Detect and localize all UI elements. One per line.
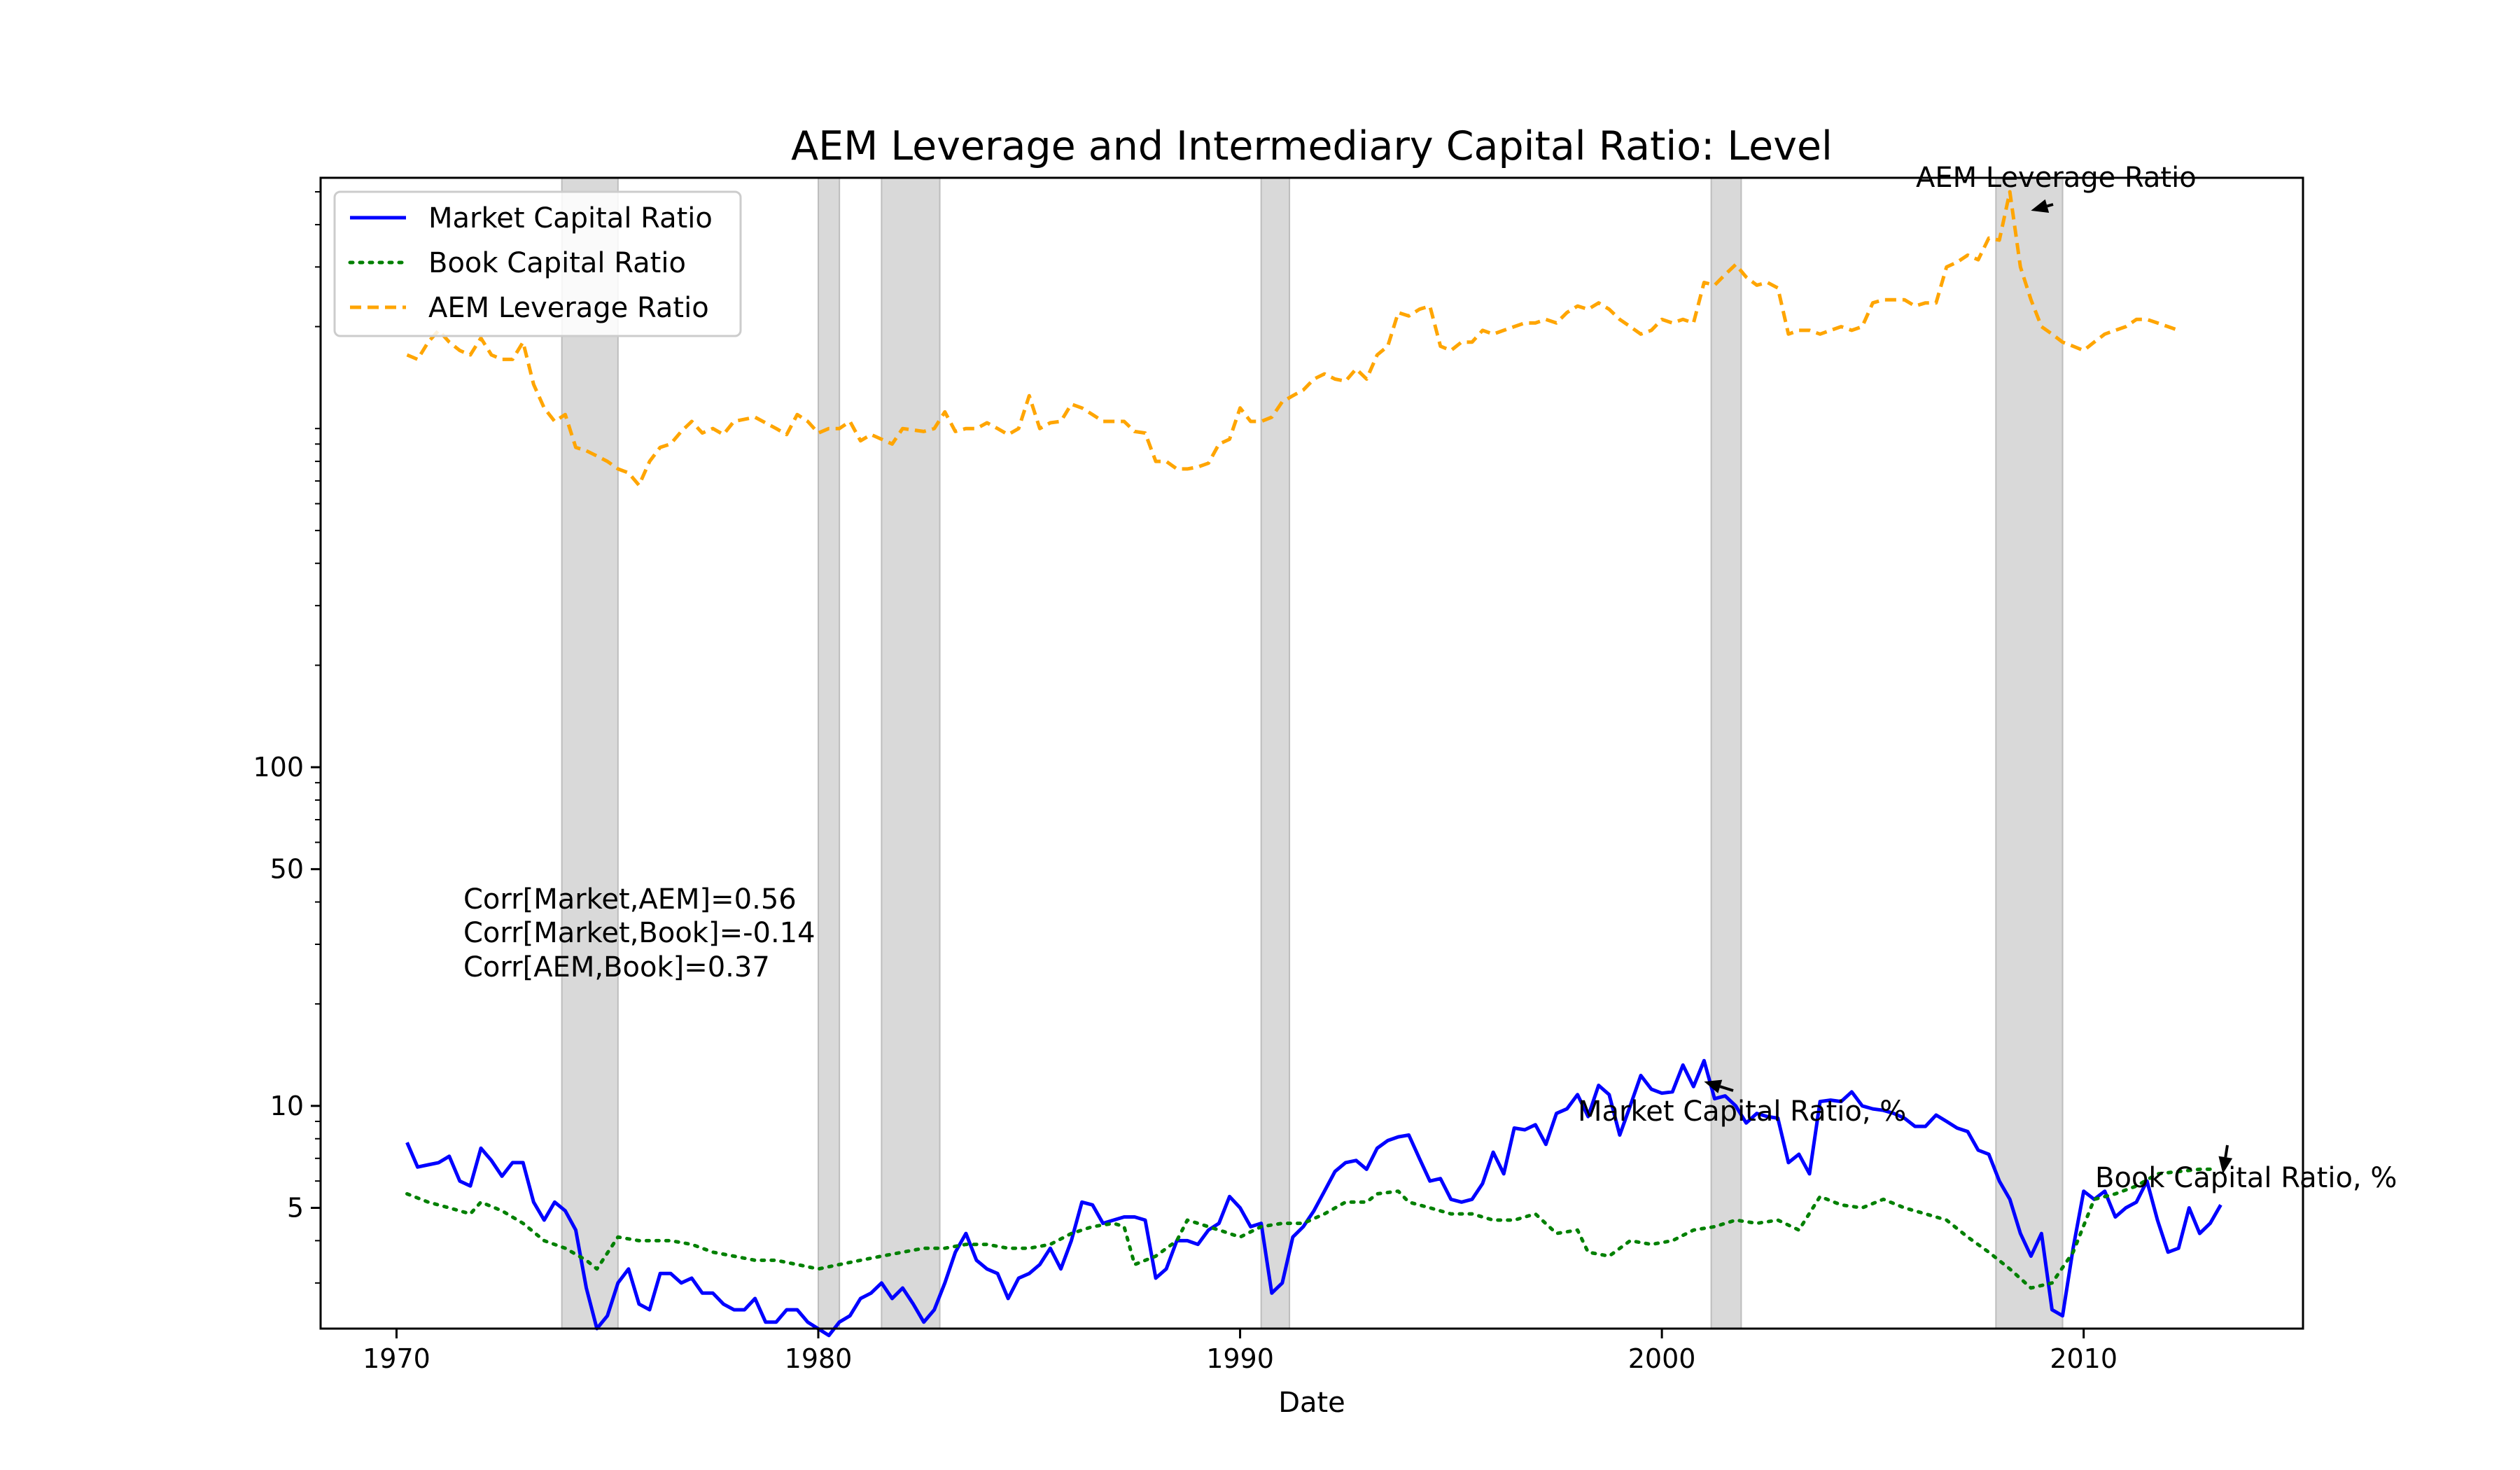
recession-band-4 xyxy=(1710,177,1742,1329)
annotation-arrow-shaft-0 xyxy=(2046,203,2054,208)
legend-box xyxy=(333,190,742,337)
legend: Market Capital Ratio Book Capital Ratio … xyxy=(333,190,742,337)
annotation-arrow-shaft-1 xyxy=(1719,1085,1734,1092)
y-tick-label-100: 100 xyxy=(253,752,304,783)
annotation-arrow-head-0 xyxy=(2031,199,2050,214)
corr-market-book: Corr[Market,Book]=-0.14 xyxy=(463,917,816,949)
book-capital-annotation: Book Capital Ratio, % xyxy=(2095,1162,2397,1194)
recession-band-5 xyxy=(1995,177,2064,1329)
correlation-annotations: Corr[Market,AEM]=0.56 Corr[Market,Book]=… xyxy=(463,883,816,983)
annotation-arrow-shaft-2 xyxy=(2224,1144,2229,1158)
recession-bands xyxy=(561,177,2064,1329)
x-axis-ticks: 1970 1980 1990 2000 2010 xyxy=(363,1329,2118,1374)
x-tick-label-1990: 1990 xyxy=(1206,1343,1274,1374)
series-lines xyxy=(405,190,2222,1338)
chart-title: AEM Leverage and Intermediary Capital Ra… xyxy=(791,123,1833,169)
y-axis-ticks: 5 10 50 100 xyxy=(253,191,321,1284)
series-line-market xyxy=(405,1058,2222,1338)
plot-frame xyxy=(319,176,2304,1330)
x-tick-label-2000: 2000 xyxy=(1628,1343,1696,1374)
x-tick-label-1980: 1980 xyxy=(785,1343,853,1374)
corr-market-aem: Corr[Market,AEM]=0.56 xyxy=(463,883,797,916)
arrow-annotations: AEM Leverage Ratio Market Capital Ratio,… xyxy=(1578,162,2397,1194)
recession-band-1 xyxy=(818,177,841,1329)
legend-label-market: Market Capital Ratio xyxy=(428,202,713,234)
recession-band-0 xyxy=(561,177,619,1329)
aem-leverage-annotation: AEM Leverage Ratio xyxy=(1916,162,2197,194)
legend-label-book: Book Capital Ratio xyxy=(428,247,686,279)
recession-band-3 xyxy=(1260,177,1291,1329)
annotation-arrow-head-1 xyxy=(1704,1079,1723,1093)
series-line-aem xyxy=(406,190,2180,487)
y-tick-label-5: 5 xyxy=(287,1192,304,1223)
x-axis-label: Date xyxy=(1278,1387,1345,1419)
market-capital-annotation: Market Capital Ratio, % xyxy=(1578,1096,1906,1128)
x-tick-label-2010: 2010 xyxy=(2050,1343,2118,1374)
series-line-book xyxy=(405,1167,2212,1290)
annotation-arrow-head-2 xyxy=(2218,1156,2233,1174)
y-tick-label-50: 50 xyxy=(270,854,304,885)
x-tick-label-1970: 1970 xyxy=(363,1343,430,1374)
legend-label-aem: AEM Leverage Ratio xyxy=(428,292,709,324)
recession-band-2 xyxy=(881,177,941,1329)
corr-aem-book: Corr[AEM,Book]=0.37 xyxy=(463,951,770,983)
y-tick-label-10: 10 xyxy=(270,1091,304,1121)
